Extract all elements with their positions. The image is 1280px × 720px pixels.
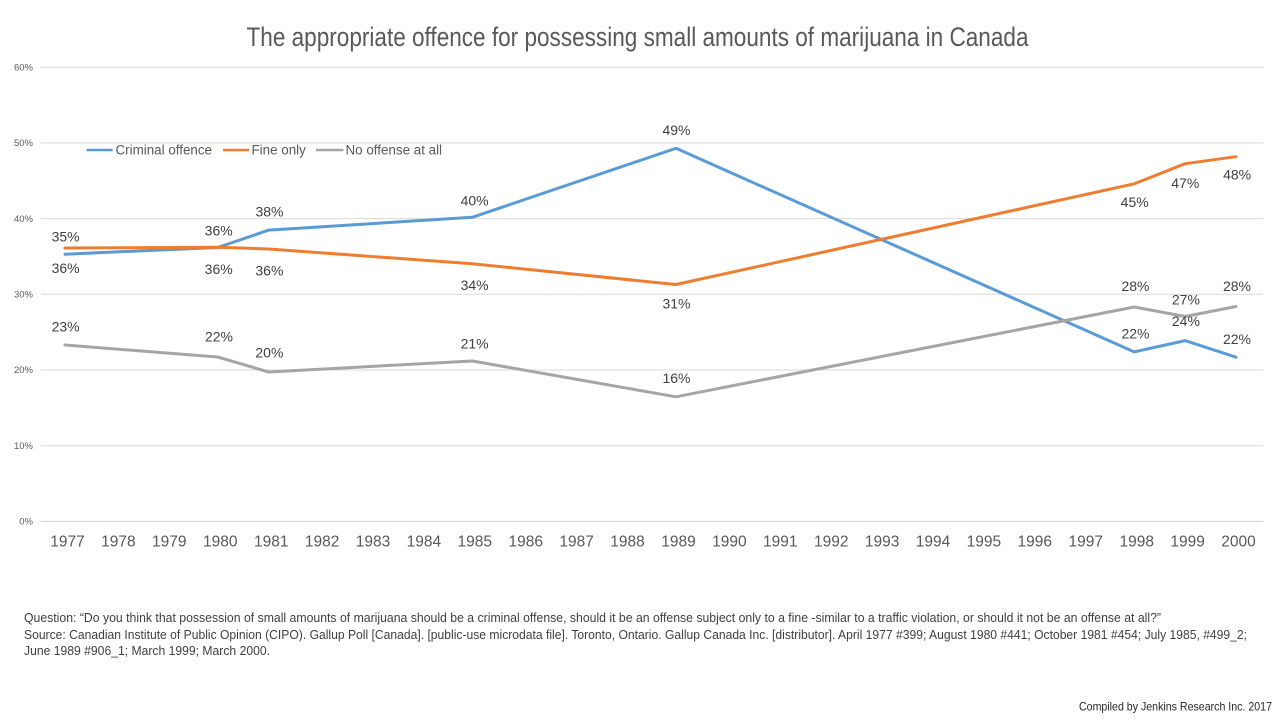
svg-text:36%: 36% bbox=[52, 260, 80, 276]
svg-text:2000: 2000 bbox=[1221, 534, 1256, 551]
svg-text:20%: 20% bbox=[14, 365, 34, 376]
svg-text:21%: 21% bbox=[461, 335, 489, 351]
svg-text:1997: 1997 bbox=[1069, 534, 1103, 551]
svg-text:The appropriate offence for po: The appropriate offence for possessing s… bbox=[247, 22, 1030, 52]
svg-text:20%: 20% bbox=[255, 345, 283, 361]
svg-text:1996: 1996 bbox=[1018, 534, 1052, 551]
svg-text:1977: 1977 bbox=[50, 534, 84, 551]
svg-text:36%: 36% bbox=[255, 263, 283, 279]
svg-text:1987: 1987 bbox=[559, 534, 593, 551]
svg-text:1989: 1989 bbox=[661, 534, 695, 551]
svg-text:50%: 50% bbox=[14, 138, 34, 149]
svg-text:No offense at all: No offense at all bbox=[346, 143, 443, 158]
svg-text:22%: 22% bbox=[205, 329, 233, 345]
svg-text:1994: 1994 bbox=[916, 534, 951, 551]
svg-text:22%: 22% bbox=[1121, 326, 1149, 342]
svg-text:1991: 1991 bbox=[763, 534, 797, 551]
svg-text:Criminal offence: Criminal offence bbox=[116, 143, 213, 158]
svg-text:36%: 36% bbox=[205, 223, 233, 239]
svg-text:1986: 1986 bbox=[508, 534, 542, 551]
svg-text:27%: 27% bbox=[1172, 291, 1200, 307]
svg-text:48%: 48% bbox=[1223, 167, 1251, 183]
svg-text:1985: 1985 bbox=[458, 534, 492, 551]
svg-text:1999: 1999 bbox=[1170, 534, 1204, 551]
svg-text:1984: 1984 bbox=[407, 534, 442, 551]
svg-text:28%: 28% bbox=[1121, 278, 1149, 294]
svg-text:34%: 34% bbox=[461, 277, 489, 293]
svg-text:36%: 36% bbox=[205, 261, 233, 277]
svg-text:1988: 1988 bbox=[610, 534, 644, 551]
svg-text:1981: 1981 bbox=[254, 534, 288, 551]
svg-text:40%: 40% bbox=[14, 214, 34, 225]
svg-text:38%: 38% bbox=[255, 204, 283, 220]
svg-text:1983: 1983 bbox=[356, 534, 390, 551]
svg-text:Source: Canadian Institute of: Source: Canadian Institute of Public Opi… bbox=[24, 627, 1247, 642]
svg-text:0%: 0% bbox=[19, 517, 33, 528]
svg-text:23%: 23% bbox=[52, 319, 80, 335]
svg-text:16%: 16% bbox=[662, 370, 690, 386]
svg-text:Compiled by Jenkins Research I: Compiled by Jenkins Research Inc. 2017 bbox=[1079, 700, 1272, 714]
svg-text:28%: 28% bbox=[1223, 278, 1251, 294]
svg-text:1979: 1979 bbox=[152, 534, 186, 551]
svg-text:1990: 1990 bbox=[712, 534, 747, 551]
svg-text:1992: 1992 bbox=[814, 534, 848, 551]
svg-text:22%: 22% bbox=[1223, 331, 1251, 347]
svg-text:1995: 1995 bbox=[967, 534, 1001, 551]
svg-text:30%: 30% bbox=[14, 290, 34, 301]
svg-text:47%: 47% bbox=[1171, 175, 1199, 191]
svg-text:1982: 1982 bbox=[305, 534, 339, 551]
svg-text:June 1989 #906_1; March 1999;: June 1989 #906_1; March 1999; March 2000… bbox=[24, 643, 270, 658]
svg-text:24%: 24% bbox=[1172, 313, 1200, 329]
svg-text:40%: 40% bbox=[461, 193, 489, 209]
svg-text:10%: 10% bbox=[14, 441, 34, 452]
svg-text:1998: 1998 bbox=[1119, 534, 1153, 551]
svg-text:1993: 1993 bbox=[865, 534, 899, 551]
svg-text:45%: 45% bbox=[1121, 194, 1149, 210]
svg-text:31%: 31% bbox=[662, 295, 690, 311]
svg-text:1980: 1980 bbox=[203, 534, 238, 551]
svg-text:Question: “Do you think that p: Question: “Do you think that possession … bbox=[24, 610, 1161, 625]
svg-text:49%: 49% bbox=[662, 122, 690, 138]
svg-text:1978: 1978 bbox=[101, 534, 135, 551]
svg-text:35%: 35% bbox=[52, 229, 80, 245]
svg-text:60%: 60% bbox=[14, 62, 34, 73]
svg-text:Fine only: Fine only bbox=[252, 143, 307, 158]
